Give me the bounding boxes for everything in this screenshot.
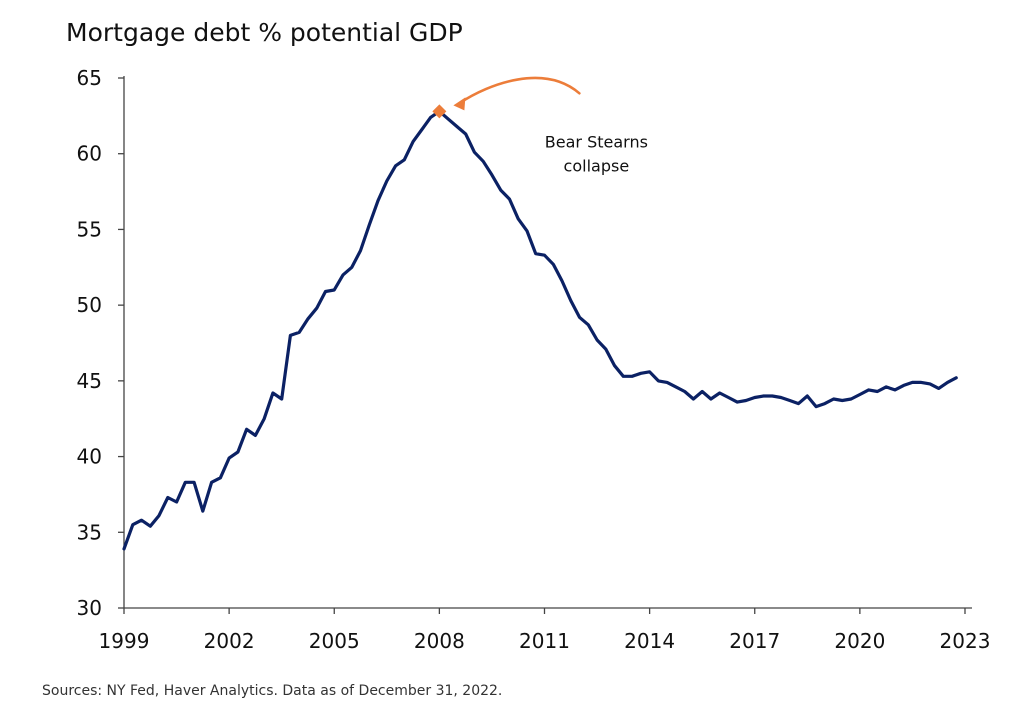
chart-title: Mortgage debt % potential GDP <box>66 18 463 47</box>
line-chart: 30 35 40 45 50 55 60 65 1999 2002 2005 2008 2011 2014… <box>77 66 991 653</box>
x-tick-label: 2002 <box>204 629 255 653</box>
annotation-layer: Bear Stearns collapse <box>432 76 648 175</box>
x-tick-label: 2008 <box>414 629 465 653</box>
x-tick-label: 2020 <box>834 629 885 653</box>
x-tick-label: 2011 <box>519 629 570 653</box>
x-tick-label: 2005 <box>309 629 360 653</box>
x-tick-label: 2017 <box>729 629 780 653</box>
y-tick-label: 65 <box>77 66 102 90</box>
y-tick-label: 40 <box>77 445 102 469</box>
axes: 30 35 40 45 50 55 60 65 1999 2002 2005 2008 2011 2014… <box>77 66 991 653</box>
x-tick-label: 2023 <box>940 629 991 653</box>
x-tick-label: 1999 <box>99 629 150 653</box>
y-tick-label: 30 <box>77 596 102 620</box>
annotation-marker <box>432 104 447 119</box>
y-tick-label: 45 <box>77 369 102 393</box>
y-tick-label: 50 <box>77 293 102 317</box>
annotation-arrow <box>458 76 581 105</box>
annotation-label: collapse <box>564 156 630 175</box>
x-tick-label: 2014 <box>624 629 675 653</box>
y-tick-label: 35 <box>77 520 102 544</box>
annotation-arrowhead <box>453 97 466 111</box>
y-tick-label: 55 <box>77 217 102 241</box>
y-tick-label: 60 <box>77 142 102 166</box>
annotation-label: Bear Stearns <box>545 132 648 151</box>
source-note: Sources: NY Fed, Haver Analytics. Data a… <box>42 683 503 699</box>
series-layer <box>122 109 958 551</box>
series-line <box>122 109 958 551</box>
